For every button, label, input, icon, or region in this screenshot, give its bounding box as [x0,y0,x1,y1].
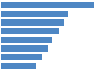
Bar [1,19,64,26]
Bar [1,28,59,34]
Bar [1,11,68,17]
Bar [1,2,94,8]
Bar [1,63,36,69]
Bar [1,54,42,60]
Bar [1,45,48,52]
Bar [1,37,52,43]
